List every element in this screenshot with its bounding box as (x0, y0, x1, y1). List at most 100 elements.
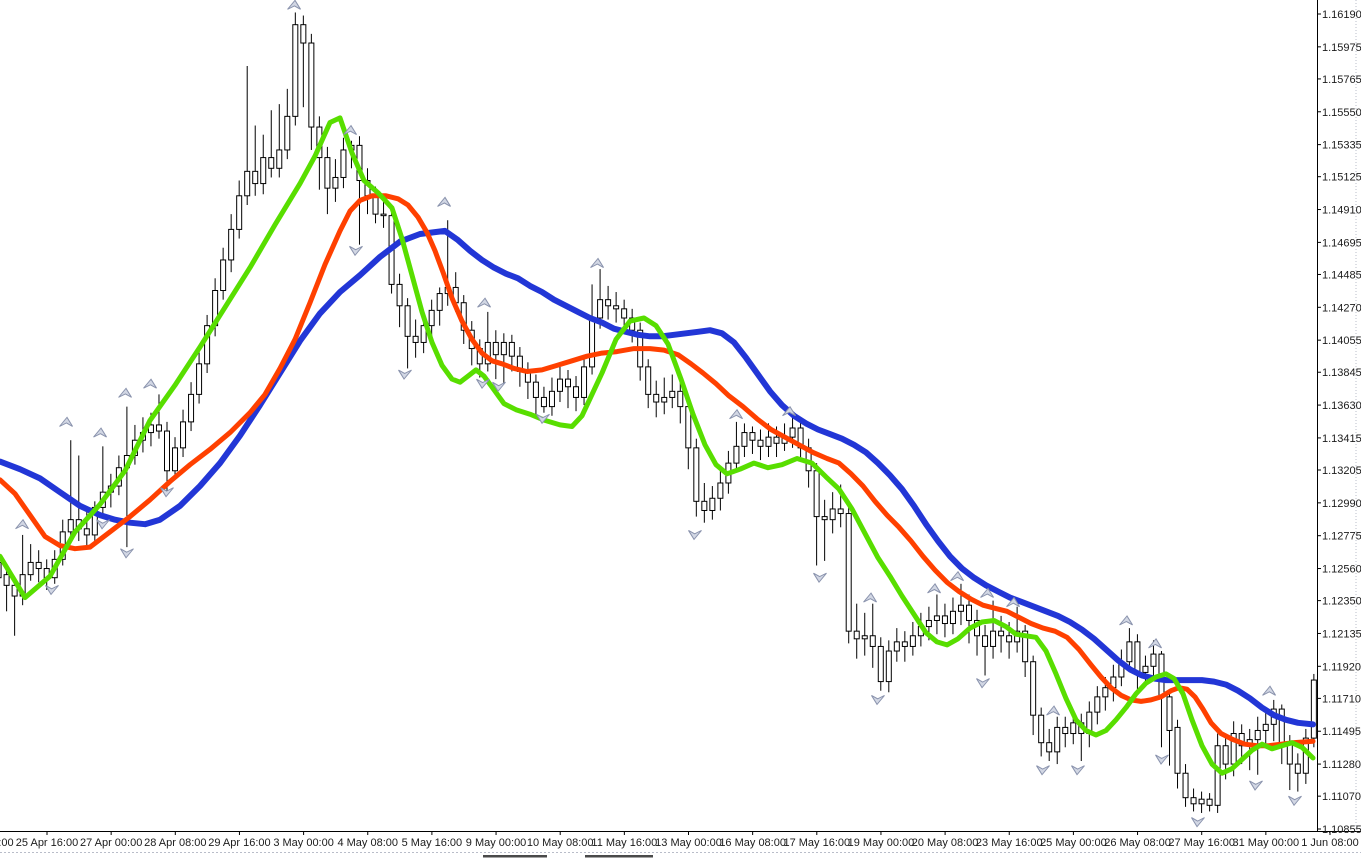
candle-body (67, 519, 74, 533)
candle-body (765, 436, 772, 447)
candle-body (1094, 696, 1101, 713)
fractal-up-arrow-icon (59, 416, 73, 427)
candle-body (669, 390, 676, 398)
time-tick-label-partial: :00 (0, 837, 14, 849)
candle-body (11, 584, 18, 597)
candle-body (3, 574, 10, 586)
candle-body (661, 396, 668, 403)
price-axis-labels[interactable]: 1.16190 1.15975 1.15765 1.15550 1.15335 1.151… (1317, 9, 1361, 836)
candle-body (284, 115, 291, 151)
time-tick-label: 10 May 08:00 (527, 837, 594, 849)
fractal-down-arrow-icon (688, 529, 702, 541)
candle-body (1310, 679, 1317, 739)
candle-body (228, 228, 235, 261)
candle-body (1150, 653, 1157, 667)
candle-body (1262, 723, 1269, 731)
fractal-down-arrow-icon (1288, 795, 1302, 807)
price-tick-label: 1.15765 (1322, 74, 1361, 86)
fractal-up-arrow-icon (1046, 705, 1060, 716)
candle-body (180, 421, 187, 449)
candle-body (1166, 696, 1173, 731)
time-tick-label: 23 May 16:00 (976, 837, 1043, 849)
time-tick-label: 9 May 00:00 (466, 837, 527, 849)
candle-body (276, 149, 283, 169)
clipped-statusbar-fragment (585, 855, 653, 858)
candle-body (621, 308, 628, 319)
candle-body (693, 447, 700, 502)
price-tick-label: 1.14270 (1322, 302, 1361, 314)
time-tick-label: 4 May 08:00 (337, 837, 398, 849)
candle-body (268, 157, 275, 169)
fractal-down-arrow-icon (813, 572, 827, 584)
time-tick-label: 25 Apr 16:00 (16, 837, 78, 849)
candle-body (332, 176, 339, 189)
candle-body (508, 341, 515, 357)
candle-body (292, 24, 299, 117)
price-tick-label: 1.11495 (1322, 726, 1361, 738)
candle-body (1278, 708, 1285, 744)
candle-body (597, 299, 604, 319)
candle-body (1038, 714, 1045, 744)
fractal-up-arrow-icon (15, 518, 29, 530)
fractal-down-arrow-icon (476, 378, 490, 390)
candle-body (813, 470, 820, 518)
candle-body (428, 309, 435, 327)
fractal-down-arrow-icon (45, 584, 59, 596)
candle-body (853, 630, 860, 640)
price-tick-label: 1.14485 (1322, 269, 1361, 281)
candle-body (396, 283, 403, 307)
price-tick-label: 1.12560 (1322, 564, 1361, 576)
fast-ma-line (0, 115, 1316, 776)
price-tick-label: 1.13415 (1322, 433, 1361, 445)
time-tick-label: 17 May 16:00 (783, 837, 850, 849)
candle-body (556, 378, 563, 392)
time-tick-label: 3 May 00:00 (273, 837, 334, 849)
price-tick-label: 1.11710 (1322, 693, 1361, 705)
fractal-down-arrow-icon (871, 694, 885, 706)
candle-body (1070, 722, 1077, 735)
price-tick-label: 1.15550 (1322, 107, 1361, 119)
clipped-statusbar-fragment (483, 855, 547, 858)
time-tick-label: 29 Apr 16:00 (208, 837, 270, 849)
candle-body (220, 259, 227, 292)
candle-body (324, 157, 331, 189)
candle-body (412, 335, 419, 343)
candle-body (252, 170, 259, 185)
price-tick-label: 1.14695 (1322, 237, 1361, 249)
candle-body (532, 381, 539, 398)
fractal-down-arrow-icon (492, 381, 506, 393)
fractal-up-arrow-icon (980, 587, 994, 598)
candle-body (436, 293, 443, 311)
time-tick-label: 26 May 08:00 (1104, 837, 1171, 849)
slow-ma-line (0, 227, 1316, 728)
candle-body (188, 393, 195, 423)
time-tick-label: 1 Jun 08:00 (1301, 837, 1359, 849)
candle-body (845, 513, 852, 632)
candle-body (837, 508, 844, 515)
fractal-down-arrow-icon (120, 548, 134, 559)
candle-body (492, 341, 499, 356)
candle-body (1126, 641, 1133, 663)
candle-body (83, 528, 90, 536)
candle-body (1254, 729, 1261, 741)
price-tick-label: 1.11070 (1322, 791, 1361, 803)
candle-body (1294, 763, 1301, 774)
candle-body (589, 317, 596, 368)
candle-body (573, 386, 580, 398)
fractal-up-arrow-icon (1006, 596, 1020, 608)
price-tick-label: 1.12350 (1322, 596, 1361, 608)
candle-body (957, 604, 964, 612)
fractal-down-arrow-icon (349, 245, 363, 257)
fractal-up-arrow-icon (863, 592, 877, 603)
candle-body (701, 500, 708, 511)
candle-body (308, 42, 315, 128)
candle-body (1174, 726, 1181, 774)
price-tick-label: 1.12135 (1322, 628, 1361, 640)
fractal-arrows (15, 0, 1302, 828)
fractal-up-arrow-icon (343, 124, 357, 136)
time-tick-label: 31 May 00:00 (1233, 837, 1300, 849)
